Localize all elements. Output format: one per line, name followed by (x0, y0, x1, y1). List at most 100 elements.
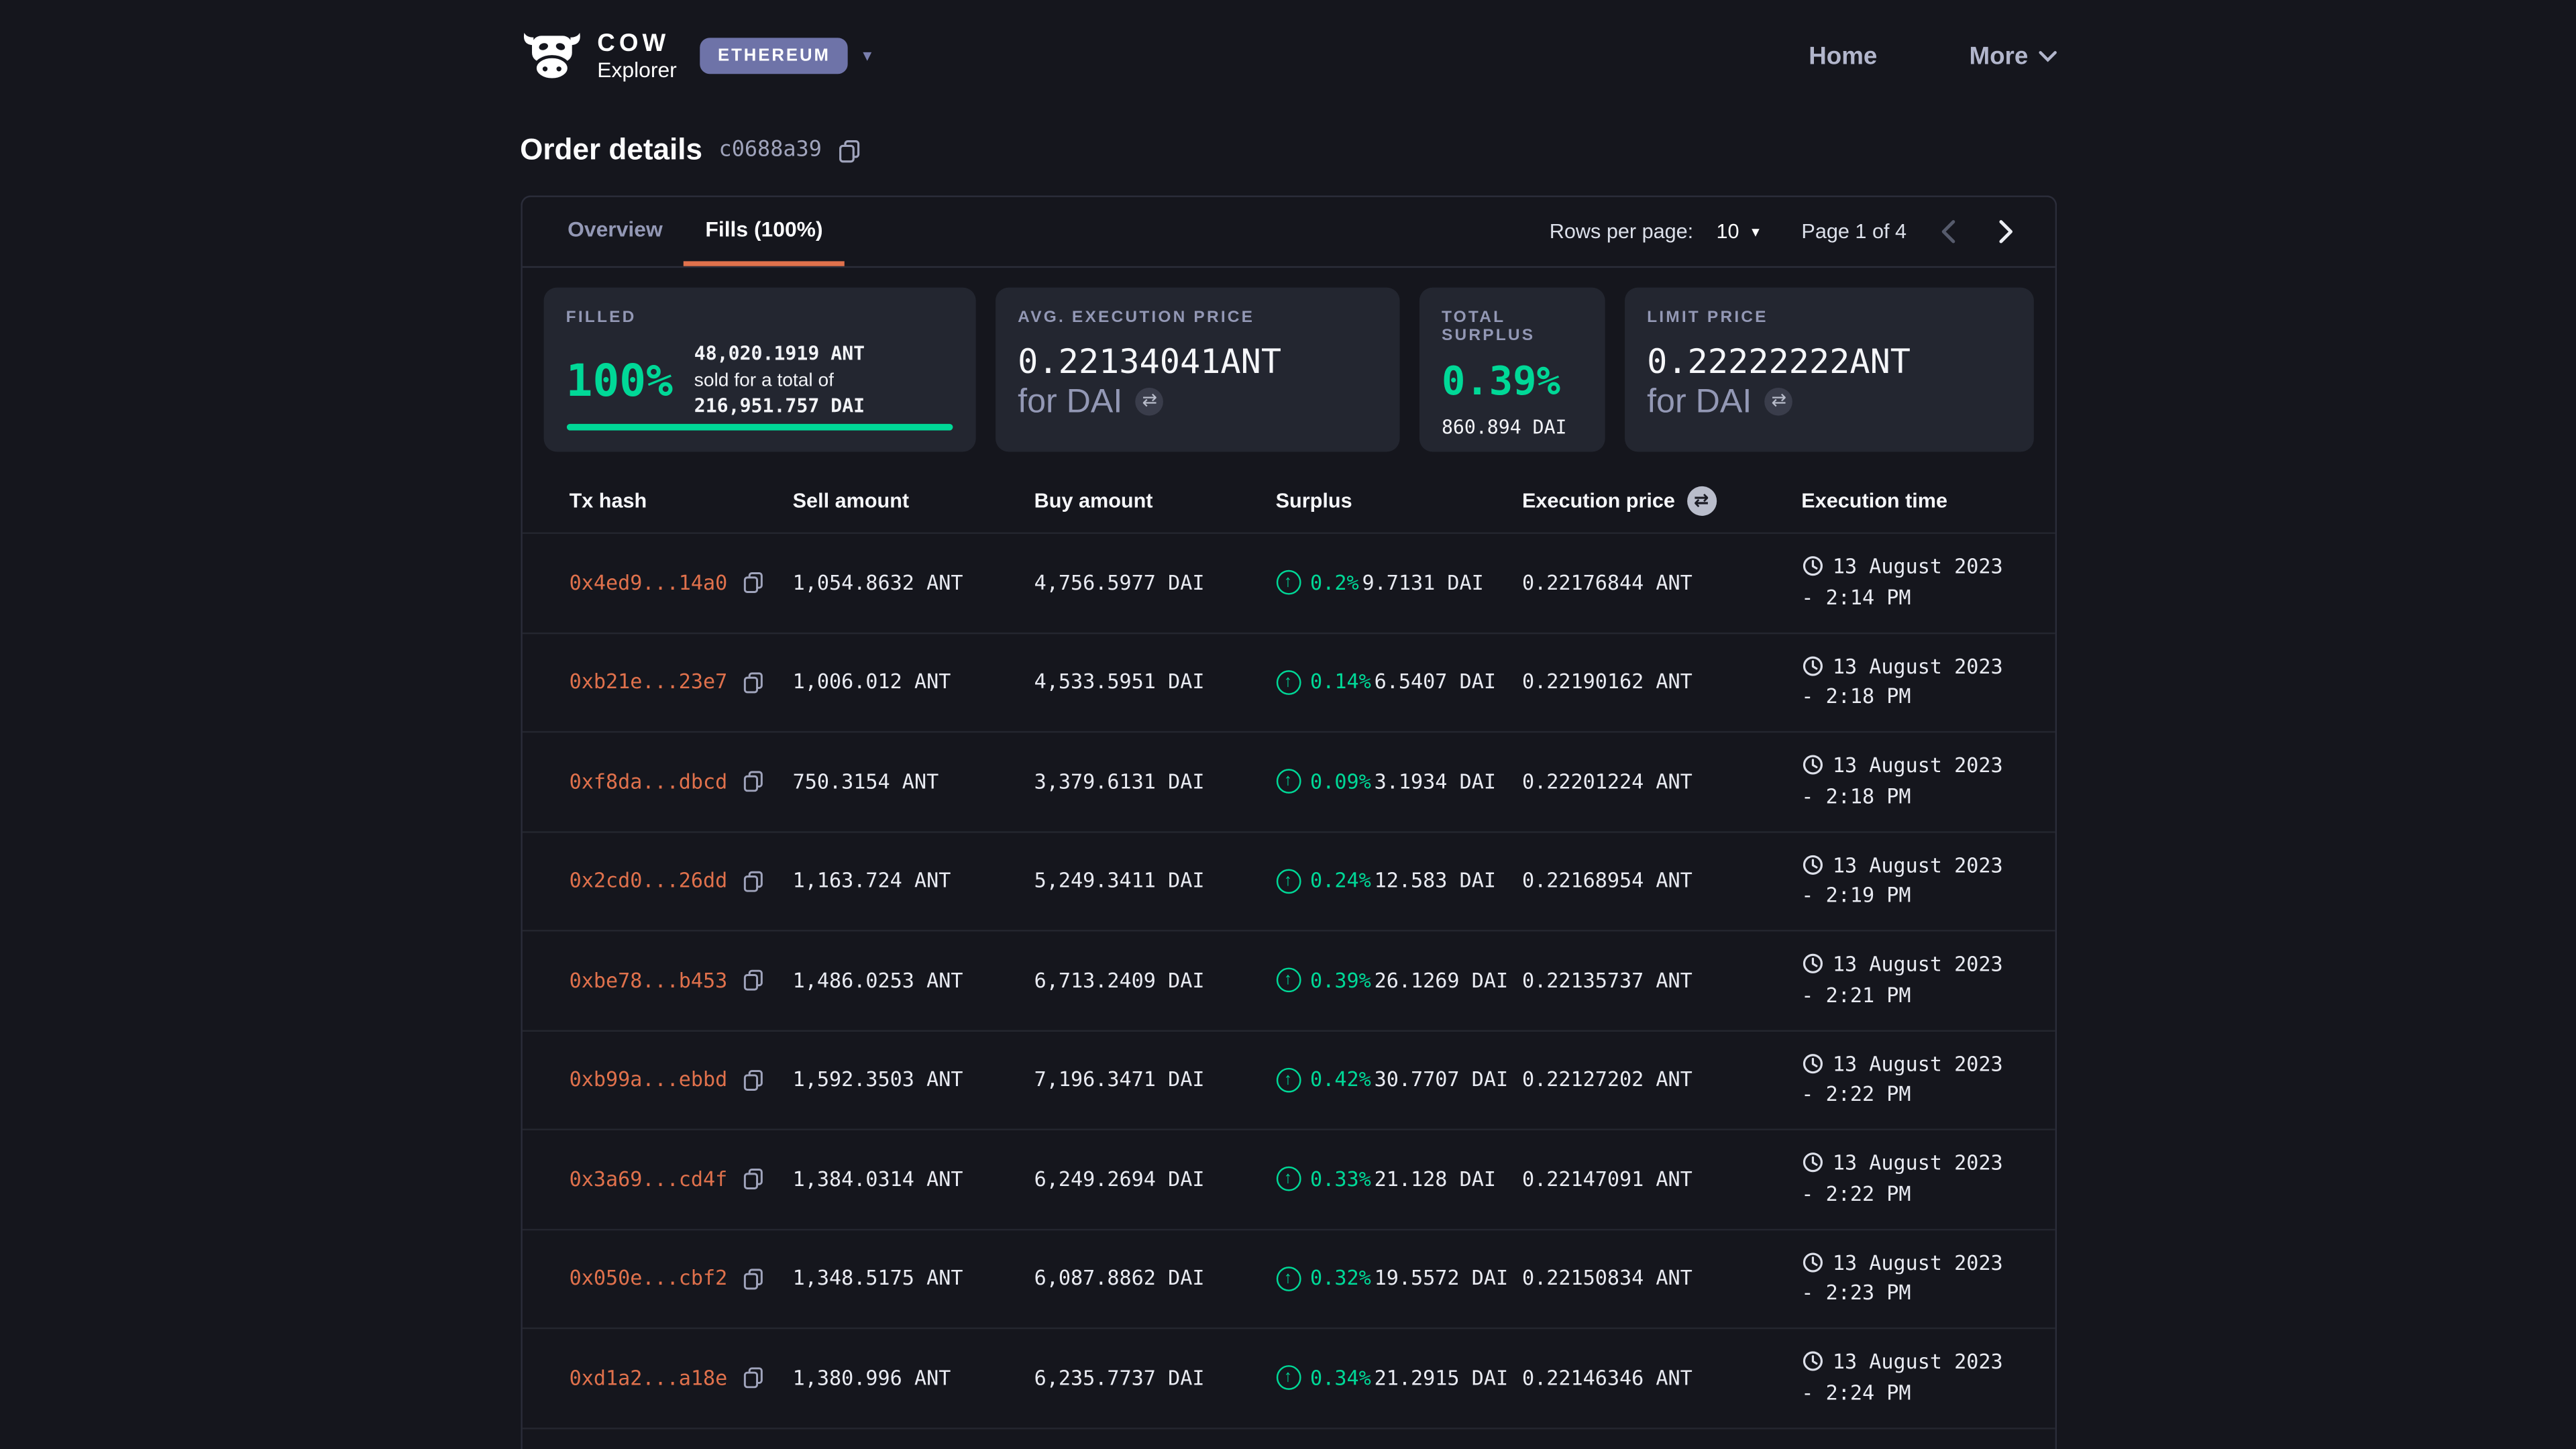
table-row: 0xb21e...23e7 1,006.012 ANT 4,533.5951 D… (522, 633, 2055, 733)
surplus-up-icon: ↑ (1276, 1267, 1301, 1291)
execution-price-cell: 0.22176844 ANT (1522, 572, 1801, 594)
surplus-up-icon: ↑ (1276, 570, 1301, 595)
copy-tx-hash-icon[interactable] (742, 572, 763, 594)
rows-per-page-label: Rows per page: (1550, 220, 1693, 243)
buy-amount-cell: 4,756.5977 DAI (1034, 572, 1276, 594)
pagination-controls: Rows per page: 10 ▼ Page 1 of 4 (1550, 197, 2055, 266)
tab-fills[interactable]: Fills (100%) (684, 197, 845, 266)
clock-icon (1801, 953, 1823, 975)
rows-per-page-value: 10 (1716, 220, 1739, 243)
copy-tx-hash-icon[interactable] (742, 771, 763, 792)
surplus-up-icon: ↑ (1276, 1067, 1301, 1092)
brand-subtitle: Explorer (597, 59, 677, 80)
surplus-percent: 0.42% (1310, 1068, 1371, 1091)
avg-price-label: AVG. EXECUTION PRICE (1018, 309, 1376, 327)
tx-hash-link[interactable]: 0xbe78...b453 (570, 969, 728, 991)
sell-amount-cell: 1,486.0253 ANT (793, 969, 1034, 991)
nav-home-link[interactable]: Home (1809, 42, 1877, 70)
execution-time-cell: 13 August 2023 - 2:14 PM (1801, 553, 2028, 613)
surplus-up-icon: ↑ (1276, 869, 1301, 894)
surplus-cell: ↑ 0.32% 19.5572 DAI (1276, 1267, 1522, 1291)
network-caret-icon[interactable]: ▼ (860, 48, 875, 64)
column-execution-time: Execution time (1801, 489, 2028, 512)
copy-tx-hash-icon[interactable] (742, 1367, 763, 1389)
previous-page-button[interactable] (1929, 213, 1966, 250)
limit-price-value: 0.22222222ANT (1647, 343, 2010, 382)
clock-icon (1801, 854, 1823, 875)
total-surplus-amount: 860.894 DAI (1442, 416, 1581, 439)
table-row: 0x050e...cbf2 1,348.5175 ANT 6,087.8862 … (522, 1230, 2055, 1329)
surplus-percent: 0.09% (1310, 770, 1371, 793)
limit-price-card: LIMIT PRICE 0.22222222ANT for DAI ⇄ (1624, 288, 2033, 452)
nav-more-link[interactable]: More (1969, 42, 2055, 70)
invert-price-icon[interactable]: ⇄ (1136, 388, 1164, 416)
copy-tx-hash-icon[interactable] (742, 672, 763, 693)
column-buy-amount: Buy amount (1034, 489, 1276, 512)
sell-amount-cell: 1,054.8632 ANT (793, 572, 1034, 594)
tx-hash-link[interactable]: 0xd1a2...a18e (570, 1366, 728, 1389)
page-title-row: Order details c0688a39 (520, 133, 2056, 167)
surplus-percent: 0.32% (1310, 1267, 1371, 1290)
surplus-percent: 0.2% (1310, 572, 1359, 594)
nav-more-label: More (1969, 42, 2028, 70)
tx-hash-link[interactable]: 0x2cd0...26dd (570, 869, 728, 892)
brand-wordmark: COW (597, 32, 677, 56)
filled-label: FILLED (566, 309, 953, 327)
buy-amount-cell: 5,249.3411 DAI (1034, 869, 1276, 892)
invert-price-icon[interactable]: ⇄ (1765, 388, 1793, 416)
copy-tx-hash-icon[interactable] (742, 970, 763, 991)
tx-hash-link[interactable]: 0xb99a...ebbd (570, 1068, 728, 1091)
surplus-percent: 0.34% (1310, 1366, 1371, 1389)
fill-progress-bar (566, 424, 953, 431)
copy-tx-hash-icon[interactable] (742, 870, 763, 892)
fills-table: Tx hash Sell amount Buy amount Surplus E… (522, 468, 2055, 1428)
tx-hash-link[interactable]: 0xf8da...dbcd (570, 770, 728, 793)
tab-bar: Overview Fills (100%) Rows per page: 10 … (522, 197, 2055, 268)
surplus-amount: 30.7707 DAI (1375, 1068, 1508, 1091)
tx-hash-link[interactable]: 0x4ed9...14a0 (570, 572, 728, 594)
invert-price-column-icon[interactable]: ⇄ (1686, 486, 1716, 515)
filled-percent: 100% (566, 356, 673, 407)
filled-sold-prefix: sold for a total of (694, 370, 834, 390)
tab-overview[interactable]: Overview (546, 197, 684, 266)
execution-price-cell: 0.22190162 ANT (1522, 671, 1801, 694)
buy-amount-cell: 6,713.2409 DAI (1034, 969, 1276, 991)
tx-hash-link[interactable]: 0xb21e...23e7 (570, 671, 728, 694)
table-row: 0x3a69...cd4f 1,384.0314 ANT 6,249.2694 … (522, 1130, 2055, 1230)
next-page-button[interactable] (1988, 213, 2025, 250)
filled-card: FILLED 100% 48,020.1919 ANT sold for a t… (543, 288, 975, 452)
total-surplus-percent: 0.39% (1442, 358, 1581, 405)
column-tx-hash: Tx hash (570, 489, 793, 512)
execution-time-text: 13 August 2023 - 2:14 PM (1801, 556, 2002, 609)
tx-hash-link[interactable]: 0x050e...cbf2 (570, 1267, 728, 1290)
execution-time-text: 13 August 2023 - 2:23 PM (1801, 1252, 2002, 1305)
cow-logo-icon (520, 32, 582, 80)
surplus-percent: 0.33% (1310, 1168, 1371, 1191)
surplus-amount: 21.128 DAI (1375, 1168, 1496, 1191)
limit-price-label: LIMIT PRICE (1647, 309, 2010, 327)
page-indicator: Page 1 of 4 (1801, 220, 1907, 243)
table-header-row: Tx hash Sell amount Buy amount Surplus E… (522, 468, 2055, 534)
surplus-amount: 9.7131 DAI (1362, 572, 1484, 594)
sell-amount-cell: 750.3154 ANT (793, 770, 1034, 793)
clock-icon (1801, 1152, 1823, 1174)
surplus-amount: 3.1934 DAI (1375, 770, 1496, 793)
cow-explorer-logo[interactable]: COW Explorer (520, 32, 677, 80)
app: COW Explorer ETHEREUM ▼ Home More Order … (0, 0, 2576, 1449)
copy-tx-hash-icon[interactable] (742, 1268, 763, 1289)
execution-time-cell: 13 August 2023 - 2:22 PM (1801, 1049, 2028, 1110)
summary-cards: FILLED 100% 48,020.1919 ANT sold for a t… (522, 268, 2055, 451)
table-row: 0xd1a2...a18e 1,380.996 ANT 6,235.7737 D… (522, 1329, 2055, 1428)
rows-per-page-select[interactable]: 10 ▼ (1716, 220, 1762, 243)
network-selector-badge[interactable]: ETHEREUM (700, 38, 849, 74)
execution-time-text: 13 August 2023 - 2:19 PM (1801, 854, 2002, 907)
copy-order-id-icon[interactable] (838, 139, 861, 162)
tx-hash-link[interactable]: 0x3a69...cd4f (570, 1168, 728, 1191)
table-row: 0xbe78...b453 1,486.0253 ANT 6,713.2409 … (522, 932, 2055, 1031)
copy-tx-hash-icon[interactable] (742, 1169, 763, 1190)
execution-time-text: 13 August 2023 - 2:18 PM (1801, 655, 2002, 708)
copy-tx-hash-icon[interactable] (742, 1069, 763, 1091)
execution-time-text: 13 August 2023 - 2:24 PM (1801, 1351, 2002, 1404)
surplus-amount: 26.1269 DAI (1375, 969, 1508, 991)
surplus-cell: ↑ 0.34% 21.2915 DAI (1276, 1366, 1522, 1391)
